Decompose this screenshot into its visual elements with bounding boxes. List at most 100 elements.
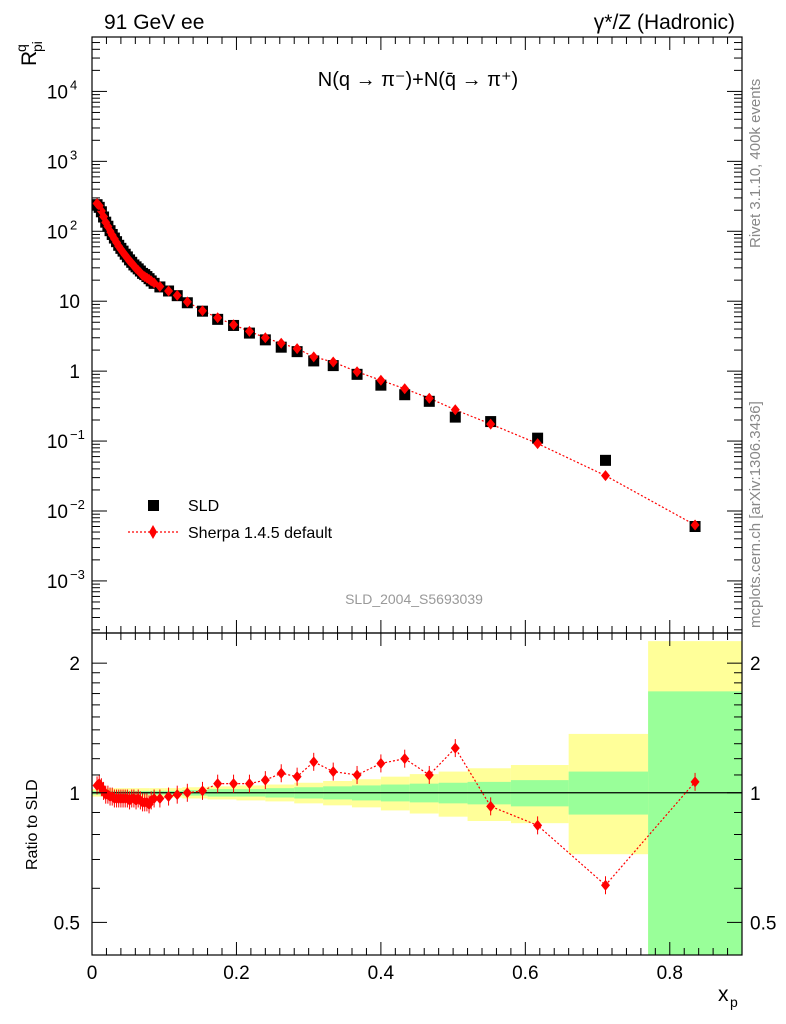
ratio-panel-content: [92, 739, 742, 895]
svg-text:q: q: [13, 44, 29, 52]
y-tick-label: 1: [69, 362, 80, 383]
mc-point: [486, 418, 496, 430]
data-point: [449, 411, 461, 423]
y-tick-label-exp: −3: [70, 567, 85, 582]
mc-point: [533, 438, 543, 450]
x-axis-title: x p: [718, 983, 738, 1010]
data-point: [399, 389, 411, 401]
y-tick-label: 10: [47, 432, 68, 453]
ratio-y-tick-label-right: 1: [750, 784, 761, 805]
ratio-band-inner: [648, 691, 742, 955]
mcplots-text: mcplots.cern.ch [arXiv:1306.3436]: [747, 401, 764, 628]
y-tick-label: 10: [47, 572, 68, 593]
ratio-mc-point: [149, 792, 159, 804]
ratio-mc-point: [172, 789, 182, 801]
ratio-mc-point: [533, 819, 543, 831]
ratio-mc-point: [213, 778, 223, 790]
svg-text:R: R: [18, 51, 41, 66]
mc-point: [260, 332, 270, 344]
svg-text:x: x: [718, 983, 729, 1006]
mc-point: [601, 470, 610, 482]
y-axis-title-ratio: Ratio to SLD: [24, 779, 41, 870]
data-point: [600, 454, 611, 466]
ratio-mc-point: [198, 785, 207, 797]
right-title: γ*/Z (Hadronic): [594, 11, 735, 34]
mc-point: [400, 383, 410, 395]
x-tick-label: 0.8: [657, 963, 683, 984]
analysis-id: SLD_2004_S5693039: [345, 591, 483, 607]
mc-point: [229, 319, 239, 331]
ratio-mc-point: [424, 769, 434, 781]
ratio-y-tick-label: 2: [69, 654, 80, 675]
x-tick-label: 0.4: [368, 963, 395, 984]
svg-text:p: p: [730, 994, 738, 1010]
y-tick-label-exp: 3: [70, 147, 77, 162]
rivet-text: Rivet 3.1.10, 400k events: [747, 79, 764, 248]
ratio-mc-point: [309, 756, 319, 768]
ratio-mc-point: [486, 800, 496, 812]
y-tick-label: 10: [47, 82, 68, 103]
legend: SLD Sherpa 1.4.5 default: [128, 498, 333, 542]
y-tick-label: 10: [47, 152, 68, 173]
mc-point: [155, 281, 165, 293]
ratio-mc-point: [260, 774, 270, 786]
y-tick-label-exp: 4: [70, 77, 77, 92]
y-tick-label: 10: [59, 292, 80, 313]
legend-mc-marker: [149, 525, 157, 539]
ratio-frame: [91, 632, 743, 956]
mc-point: [213, 312, 223, 324]
mc-point: [450, 404, 460, 416]
ratio-mc-point: [376, 757, 386, 769]
main-frame: [91, 36, 743, 634]
mc-point: [182, 296, 192, 308]
ratio-mc-point: [601, 879, 610, 891]
y-tick-label-exp: 2: [70, 217, 77, 232]
ratio-y-tick-label: 0.5: [54, 913, 80, 934]
ratio-mc-point: [292, 771, 302, 783]
mc-point: [276, 337, 286, 349]
ratio-mc-point: [244, 778, 254, 790]
ratio-mc-point: [276, 767, 286, 779]
ratio-mc-point: [164, 791, 174, 803]
y-tick-label-exp: −1: [70, 427, 85, 442]
mc-point: [198, 305, 207, 317]
ratio-mc-point: [155, 792, 165, 804]
y-tick-label: 10: [47, 502, 68, 523]
ratio-mc-point: [352, 769, 362, 781]
mc-point: [352, 366, 362, 378]
mc-point: [376, 374, 386, 386]
ratio-mc-point: [182, 787, 192, 799]
legend-data-label: SLD: [188, 498, 219, 515]
legend-data-marker: [148, 500, 159, 511]
mc-point: [172, 289, 182, 301]
x-tick-label: 0: [87, 963, 98, 984]
y-tick-label-exp: −2: [70, 497, 85, 512]
mc-point: [328, 356, 338, 368]
ratio-mc-point: [450, 742, 460, 754]
left-title: 91 GeV ee: [104, 11, 204, 34]
plot-label: N(q → π⁻)+N(q̄ → π⁺): [318, 69, 518, 91]
ratio-y-tick-label-right: 2: [750, 654, 761, 675]
mc-point: [292, 343, 302, 355]
ratio-mc-point: [229, 778, 239, 790]
ratio-mc-point: [400, 753, 410, 765]
legend-mc-label: Sherpa 1.4.5 default: [188, 525, 333, 542]
mc-point: [118, 246, 128, 258]
ratio-y-tick-label-right: 0.5: [750, 913, 776, 934]
ratio-y-tick-label: 1: [69, 784, 80, 805]
x-tick-label: 0.2: [223, 963, 249, 984]
x-tick-label: 0.6: [512, 963, 538, 984]
svg-text:pi: pi: [29, 41, 45, 52]
y-tick-label: 10: [47, 222, 68, 243]
ratio-mc-point: [690, 776, 700, 788]
ratio-mc-point: [328, 766, 338, 778]
mc-point: [164, 285, 174, 297]
mc-point: [244, 325, 254, 337]
y-axis-title-main: R pi q: [13, 41, 45, 66]
mc-point: [424, 392, 434, 404]
main-panel-content: [91, 197, 701, 533]
mc-point: [309, 351, 319, 363]
ratio-band-layer: [92, 641, 742, 955]
